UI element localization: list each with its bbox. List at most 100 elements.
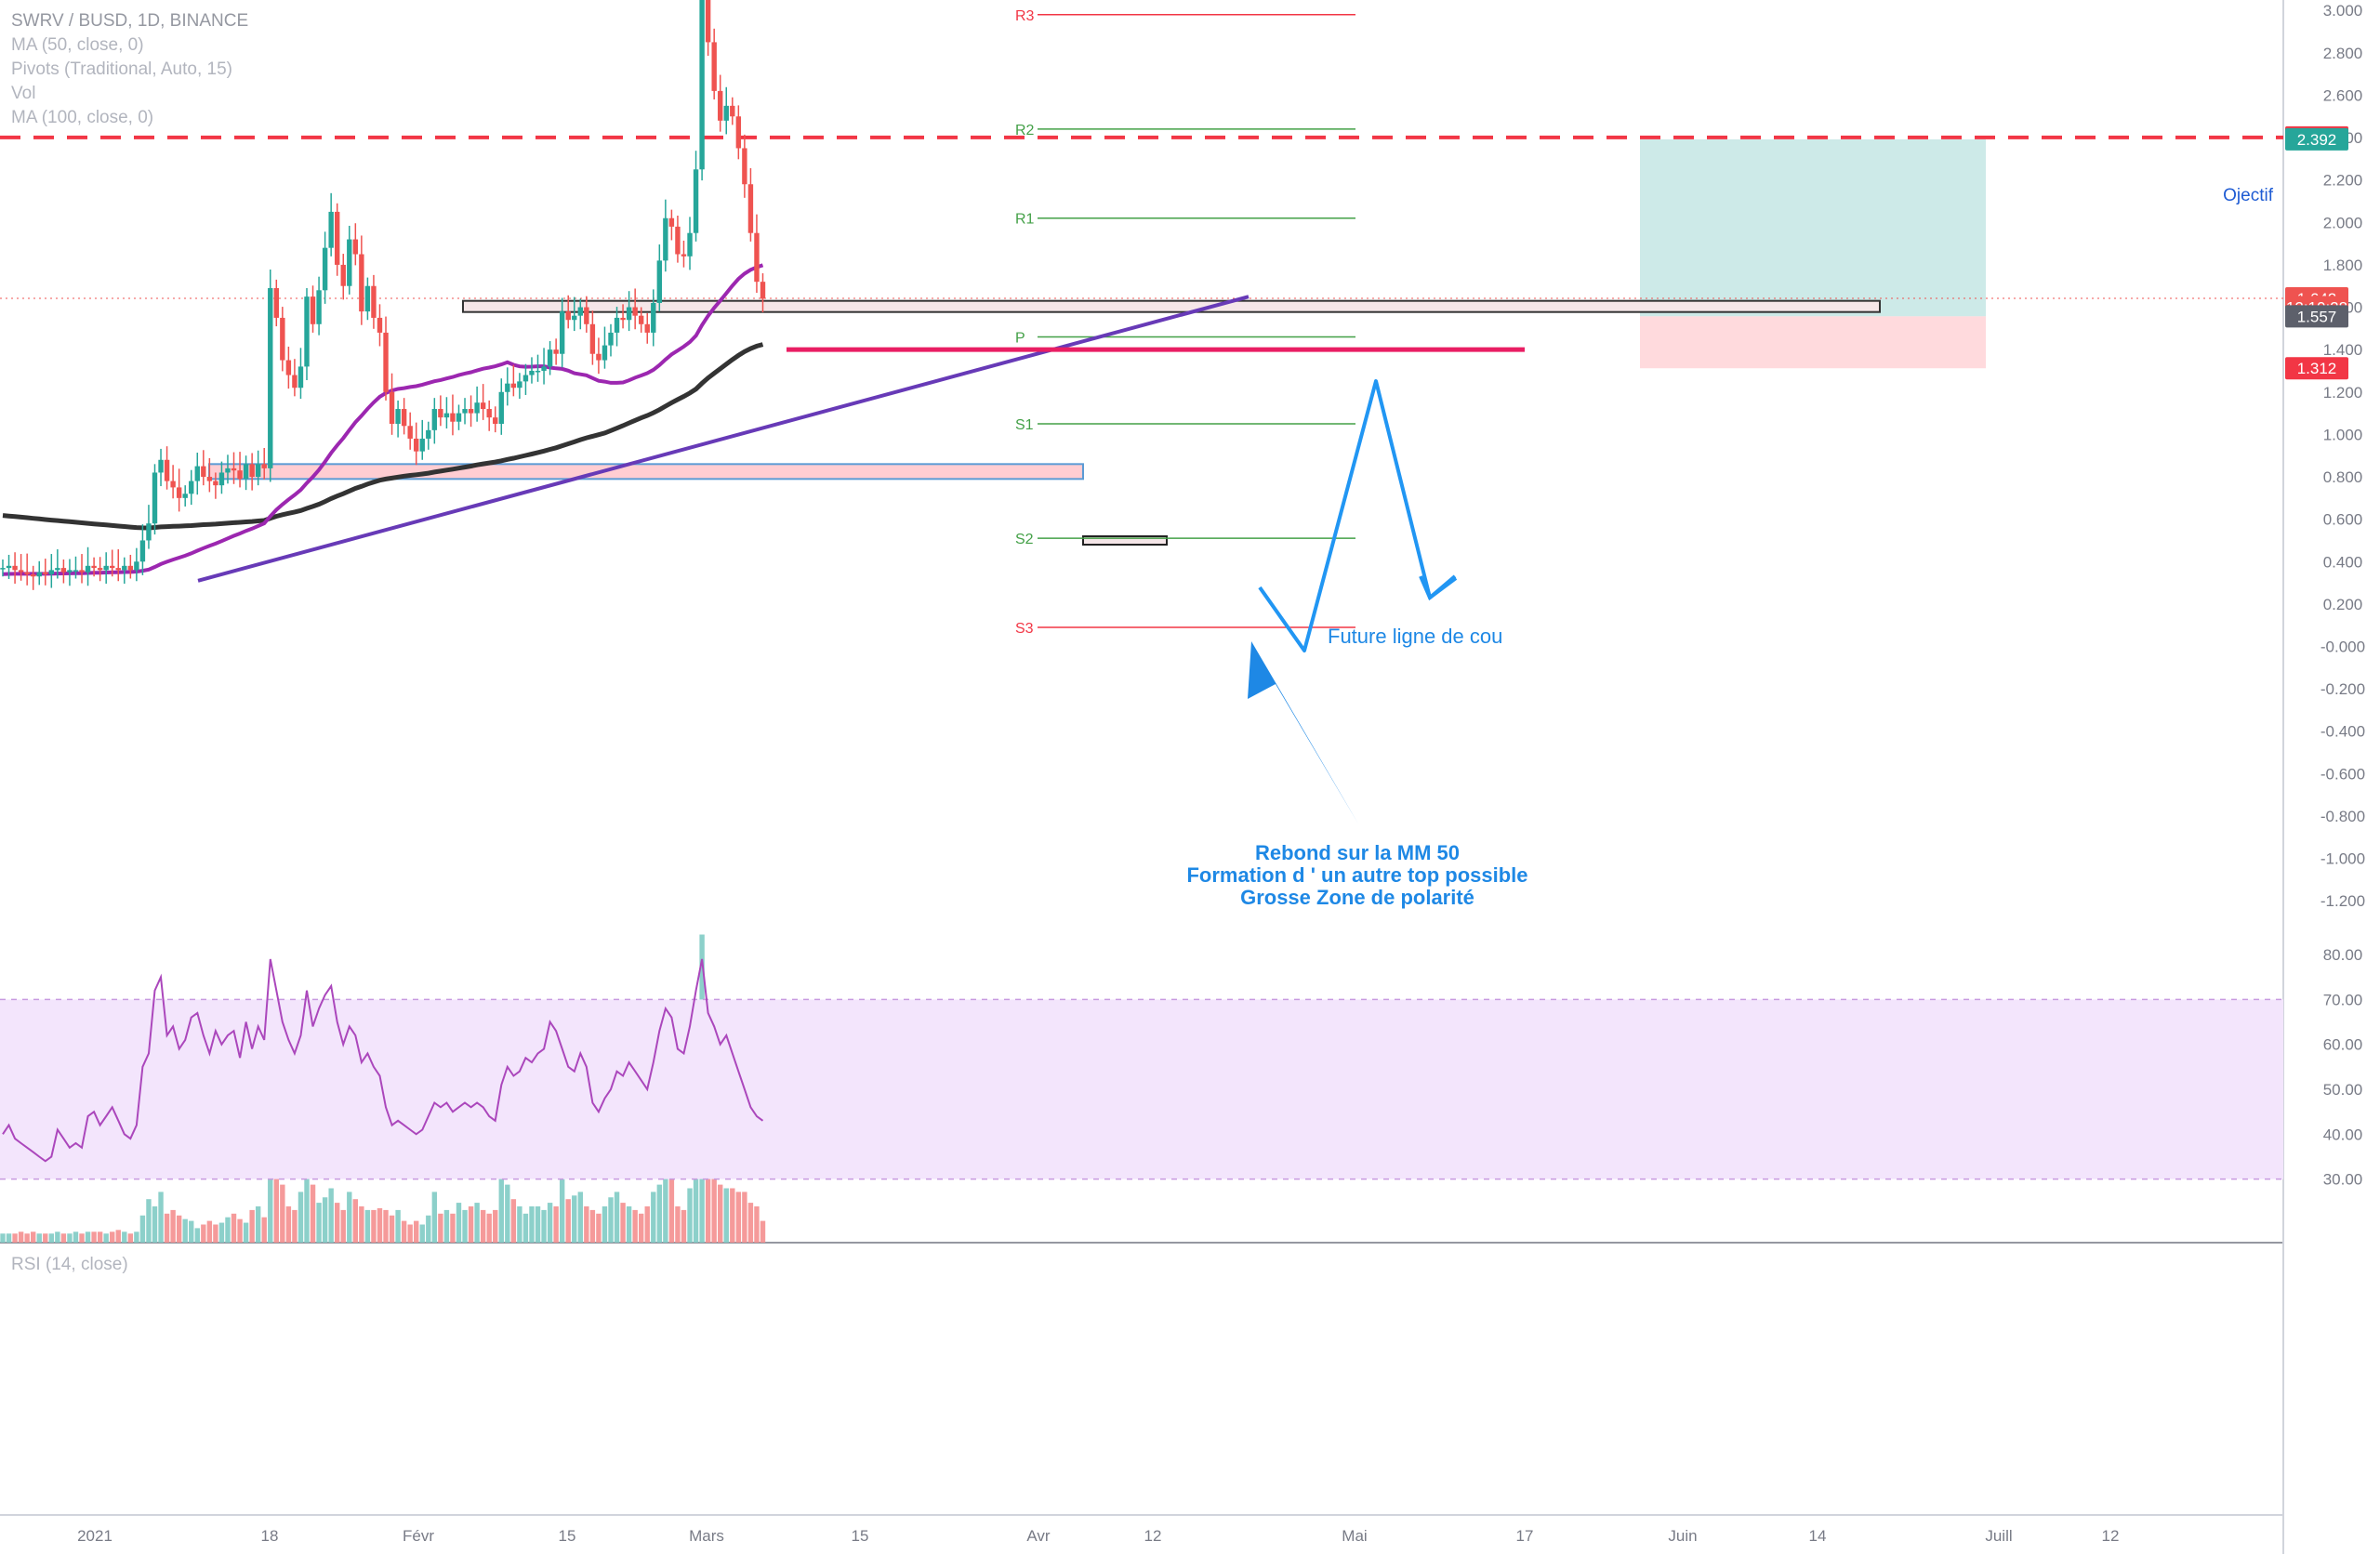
candle: [359, 235, 364, 325]
candle-body: [505, 383, 510, 392]
candle: [596, 337, 602, 375]
candle: [675, 216, 681, 263]
volume-bar: [681, 1209, 687, 1243]
candle-body: [103, 565, 109, 571]
candle: [237, 452, 243, 488]
indicator-ma50[interactable]: MA (50, close, 0): [11, 35, 144, 55]
candle-body: [480, 402, 486, 410]
candle: [139, 524, 146, 575]
candle-body: [164, 459, 170, 481]
volume-bar: [644, 1206, 650, 1243]
candle: [553, 338, 559, 365]
candle-body: [231, 468, 237, 471]
rsi-band: [0, 999, 2283, 1179]
candle: [559, 297, 565, 368]
candle-body: [304, 296, 310, 367]
volume-bar: [335, 1203, 340, 1243]
candle: [231, 452, 237, 484]
candle-body: [218, 472, 225, 486]
candle: [24, 553, 30, 586]
candle-body: [565, 311, 571, 321]
candle-body: [134, 561, 139, 571]
indicator-pivots[interactable]: Pivots (Traditional, Auto, 15): [11, 59, 232, 79]
pivot-label-r1: R1: [1015, 212, 1035, 228]
candle-body: [122, 565, 127, 571]
candle-body: [170, 481, 176, 488]
candle: [517, 373, 522, 400]
volume-bar: [480, 1209, 486, 1243]
volume-bar: [0, 1233, 6, 1243]
small-zone-box: [1082, 535, 1168, 546]
candle-body: [456, 413, 462, 422]
candle: [255, 450, 261, 486]
candle: [426, 421, 431, 450]
volume-bar: [608, 1197, 614, 1243]
candle-body: [589, 323, 596, 354]
candle: [456, 404, 462, 430]
candle: [225, 454, 231, 484]
volume-bar: [747, 1203, 754, 1243]
volume-bar: [414, 1220, 419, 1243]
candle: [735, 105, 742, 160]
volume-bar: [280, 1184, 285, 1243]
candle-body: [450, 413, 456, 422]
candle-body: [328, 211, 334, 248]
candle-body: [687, 232, 693, 257]
candle: [480, 384, 486, 420]
x-tick-label: Juin: [1668, 1527, 1697, 1545]
rebound-arrow: [1248, 641, 1359, 825]
volume-bar: [426, 1215, 431, 1243]
volume-bar: [347, 1192, 352, 1243]
candle: [438, 395, 443, 427]
candle-body: [115, 568, 121, 571]
rsi-legend[interactable]: RSI (14, close): [11, 1255, 128, 1274]
candle-body: [620, 317, 626, 321]
rsi-y-tick-label: 40.00: [2323, 1126, 2363, 1143]
candle-body: [225, 468, 231, 473]
x-tick-label: 17: [1516, 1527, 1534, 1545]
candle-body: [322, 247, 328, 291]
volume-bar: [298, 1192, 304, 1243]
volume-bar: [243, 1222, 249, 1243]
indicator-ma100[interactable]: MA (100, close, 0): [11, 108, 154, 127]
volume-bar: [493, 1209, 498, 1243]
volume-bar: [55, 1231, 60, 1243]
candle: [644, 312, 650, 344]
candle-body: [395, 409, 401, 424]
volume-bar: [639, 1213, 644, 1243]
candle: [747, 167, 754, 242]
volume-bar: [249, 1209, 255, 1243]
candle-body: [401, 409, 407, 427]
candle: [535, 354, 541, 382]
candle-body: [194, 466, 200, 481]
candle-body: [340, 264, 346, 286]
candle-body: [176, 487, 182, 498]
candle: [213, 472, 218, 499]
candle-body: [237, 470, 243, 480]
volume-bar: [541, 1209, 547, 1243]
candle: [693, 151, 699, 242]
candle-body: [699, 0, 705, 170]
volume-bar: [742, 1192, 747, 1243]
volume-bar: [419, 1224, 425, 1243]
candle: [292, 359, 298, 397]
y-tick-label: 0.200: [2323, 596, 2363, 613]
volume-bar: [18, 1231, 24, 1243]
candle-body: [377, 317, 383, 333]
symbol-title[interactable]: SWRV / BUSD, 1D, BINANCE: [11, 11, 249, 31]
indicator-vol[interactable]: Vol: [11, 84, 36, 103]
x-tick-label: 15: [559, 1527, 576, 1545]
volume-bar: [103, 1233, 109, 1243]
volume-bar: [189, 1220, 194, 1243]
candle-body: [55, 568, 60, 571]
volume-bar: [225, 1217, 231, 1243]
candle: [639, 307, 644, 333]
candle-body: [335, 211, 340, 265]
pivot-label-s1: S1: [1015, 417, 1034, 433]
candle: [505, 367, 510, 406]
candle: [18, 554, 24, 581]
pivot-label-r2: R2: [1015, 123, 1035, 138]
candle-body: [498, 391, 504, 424]
candle: [310, 285, 316, 333]
